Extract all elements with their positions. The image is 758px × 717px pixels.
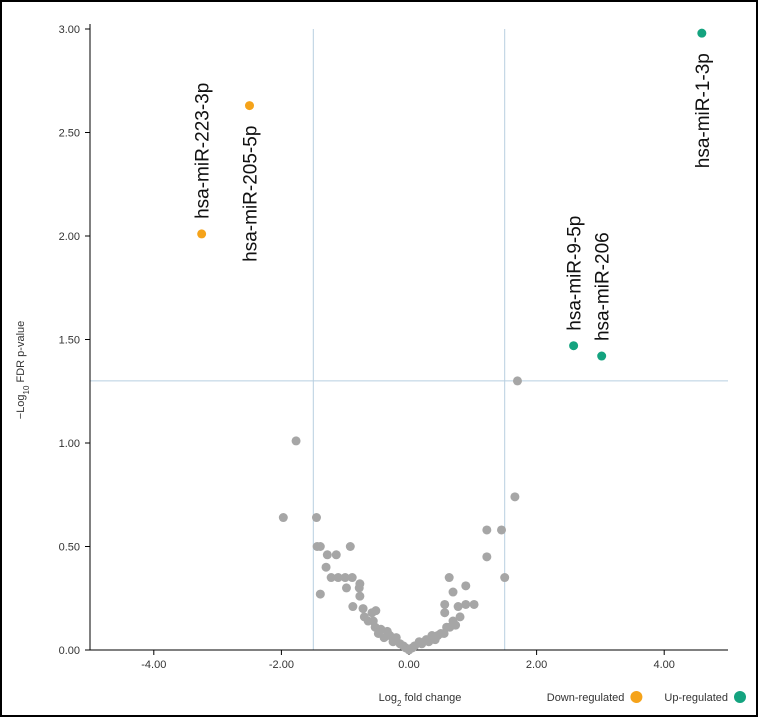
point [315, 589, 325, 599]
point [321, 562, 331, 572]
x-axis-label-part: fold change [401, 692, 461, 704]
point [461, 599, 471, 609]
legend-marker [734, 691, 746, 703]
point [326, 573, 336, 583]
y-tick-label: 3.00 [59, 24, 80, 36]
point [482, 525, 492, 535]
point-label: hsa-miR-223-3p [193, 83, 214, 219]
y-tick-label: 2.00 [59, 231, 80, 243]
point [448, 587, 458, 597]
point [340, 573, 350, 583]
legend-label: Down-regulated [547, 692, 625, 704]
y-tick-label: 2.50 [59, 128, 80, 140]
point-label: hsa-miR-1-3p [693, 53, 714, 168]
x-tick-label: 2.00 [526, 659, 547, 671]
point [461, 581, 471, 591]
point [358, 604, 368, 614]
point [245, 101, 254, 111]
point [341, 583, 351, 593]
point [315, 542, 325, 551]
point-label: hsa-miR-205-5p [241, 126, 262, 262]
x-tick-label: 4.00 [653, 659, 674, 671]
x-tick-label: -2.00 [269, 659, 294, 671]
y-axis-label-part: 10 [22, 385, 31, 394]
point-label: hsa-miR-9-5p [565, 216, 586, 331]
point [482, 552, 492, 562]
point [331, 550, 341, 560]
point [345, 542, 355, 551]
legend-label: Up-regulated [664, 692, 728, 704]
point [597, 351, 607, 361]
legend-marker [630, 691, 643, 703]
y-tick-label: 0.00 [59, 645, 80, 657]
point-label: hsa-miR-206 [593, 232, 614, 341]
point [497, 525, 507, 535]
point [440, 608, 450, 618]
y-tick-label: 0.50 [59, 542, 80, 554]
point [322, 550, 332, 560]
point [569, 341, 579, 351]
point [311, 513, 321, 523]
x-axis-label-part: Log [379, 692, 397, 704]
y-axis-label: −Log10 FDR p-value [15, 321, 31, 419]
point [444, 573, 454, 583]
x-tick-label: -4.00 [141, 659, 166, 671]
point [347, 573, 357, 583]
x-axis-label-part: 2 [397, 699, 402, 708]
point [197, 229, 207, 239]
point [371, 606, 381, 616]
point [348, 602, 358, 612]
x-tick-label: 0.00 [398, 659, 419, 671]
point [697, 28, 707, 38]
point [500, 573, 510, 583]
point [455, 612, 465, 622]
x-axis-label: Log2 fold change [379, 692, 462, 708]
point [278, 513, 288, 523]
point [510, 492, 520, 502]
y-tick-label: 1.00 [59, 438, 80, 450]
y-tick-label: 1.50 [59, 335, 80, 347]
point [512, 376, 522, 386]
y-axis-label-part: −Log [15, 394, 27, 419]
y-axis-label-part: FDR p-value [15, 321, 27, 386]
point [451, 620, 461, 630]
point [355, 579, 365, 589]
point [440, 599, 450, 609]
point [355, 591, 365, 601]
point [333, 573, 343, 583]
point [453, 602, 463, 612]
point [469, 599, 479, 609]
point [291, 436, 301, 446]
